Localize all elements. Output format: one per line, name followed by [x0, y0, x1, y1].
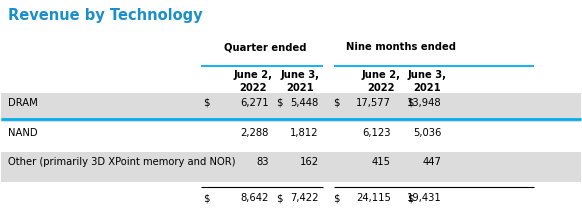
- Text: $: $: [276, 98, 282, 108]
- Text: $: $: [203, 193, 210, 203]
- Text: DRAM: DRAM: [8, 98, 38, 108]
- Text: $: $: [407, 98, 413, 108]
- Text: 19,431: 19,431: [407, 193, 442, 203]
- Text: June 3,
2021: June 3, 2021: [280, 70, 319, 93]
- Text: 8,642: 8,642: [240, 193, 269, 203]
- Text: 2,288: 2,288: [240, 128, 269, 138]
- Bar: [1, 93, 581, 123]
- Text: 415: 415: [372, 157, 391, 167]
- Text: 1,812: 1,812: [290, 128, 319, 138]
- Text: 162: 162: [300, 157, 319, 167]
- Text: $: $: [333, 98, 340, 108]
- Text: June 2,
2022: June 2, 2022: [361, 70, 400, 93]
- Text: NAND: NAND: [8, 128, 38, 138]
- Text: $: $: [203, 98, 210, 108]
- Text: 447: 447: [423, 157, 442, 167]
- Text: 24,115: 24,115: [356, 193, 391, 203]
- Text: 6,123: 6,123: [362, 128, 391, 138]
- Text: June 3,
2021: June 3, 2021: [407, 70, 446, 93]
- Text: Quarter ended: Quarter ended: [223, 42, 306, 52]
- Bar: [1, 152, 581, 182]
- Text: 5,036: 5,036: [413, 128, 442, 138]
- Text: 17,577: 17,577: [356, 98, 391, 108]
- Text: June 2,
2022: June 2, 2022: [234, 70, 273, 93]
- Text: 83: 83: [257, 157, 269, 167]
- Text: 7,422: 7,422: [290, 193, 319, 203]
- Text: $: $: [333, 193, 340, 203]
- Text: Revenue by Technology: Revenue by Technology: [8, 7, 203, 22]
- Text: $: $: [407, 193, 413, 203]
- Text: Nine months ended: Nine months ended: [346, 42, 456, 52]
- Text: $: $: [276, 193, 282, 203]
- Text: 5,448: 5,448: [290, 98, 319, 108]
- Text: 6,271: 6,271: [240, 98, 269, 108]
- Text: Other (primarily 3D XPoint memory and NOR): Other (primarily 3D XPoint memory and NO…: [8, 157, 236, 167]
- Text: 13,948: 13,948: [407, 98, 442, 108]
